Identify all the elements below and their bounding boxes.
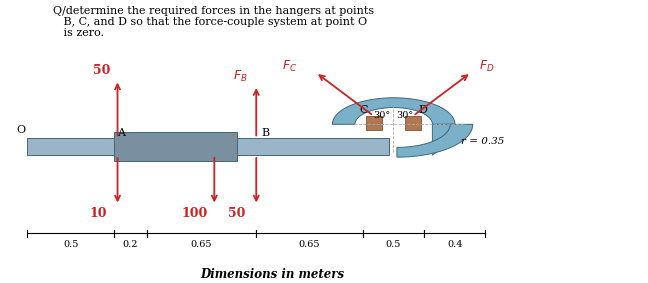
Polygon shape: [432, 124, 455, 155]
FancyBboxPatch shape: [365, 116, 382, 130]
Polygon shape: [332, 98, 455, 124]
Text: 30°: 30°: [397, 112, 413, 121]
Text: 30°: 30°: [373, 112, 390, 121]
Text: Q/determine the required forces in the hangers at points: Q/determine the required forces in the h…: [53, 6, 374, 16]
Text: 0.2: 0.2: [122, 240, 138, 249]
Text: 50: 50: [93, 64, 110, 77]
Text: 0.65: 0.65: [191, 240, 212, 249]
Text: 0.65: 0.65: [299, 240, 320, 249]
Text: O: O: [16, 125, 25, 135]
Text: B, C, and D so that the force-couple system at point O: B, C, and D so that the force-couple sys…: [53, 17, 367, 27]
Text: 10: 10: [89, 207, 107, 220]
Text: Dimensions in meters: Dimensions in meters: [200, 268, 345, 281]
Text: $F_B$: $F_B$: [233, 68, 248, 84]
Text: 100: 100: [182, 207, 208, 220]
FancyBboxPatch shape: [27, 138, 389, 155]
Text: is zero.: is zero.: [53, 28, 104, 38]
Polygon shape: [397, 124, 473, 157]
Text: D: D: [418, 105, 427, 115]
FancyBboxPatch shape: [114, 132, 237, 161]
Text: A: A: [117, 128, 125, 138]
Text: B: B: [261, 128, 270, 138]
Text: 0.4: 0.4: [447, 240, 463, 249]
Text: $F_C$: $F_C$: [282, 59, 297, 74]
Text: r = 0.35: r = 0.35: [461, 137, 505, 146]
Text: C: C: [360, 105, 368, 115]
Text: $F_D$: $F_D$: [480, 59, 495, 74]
FancyBboxPatch shape: [405, 116, 421, 130]
Text: 50: 50: [228, 207, 246, 220]
Text: 0.5: 0.5: [63, 240, 78, 249]
Text: 0.5: 0.5: [386, 240, 401, 249]
